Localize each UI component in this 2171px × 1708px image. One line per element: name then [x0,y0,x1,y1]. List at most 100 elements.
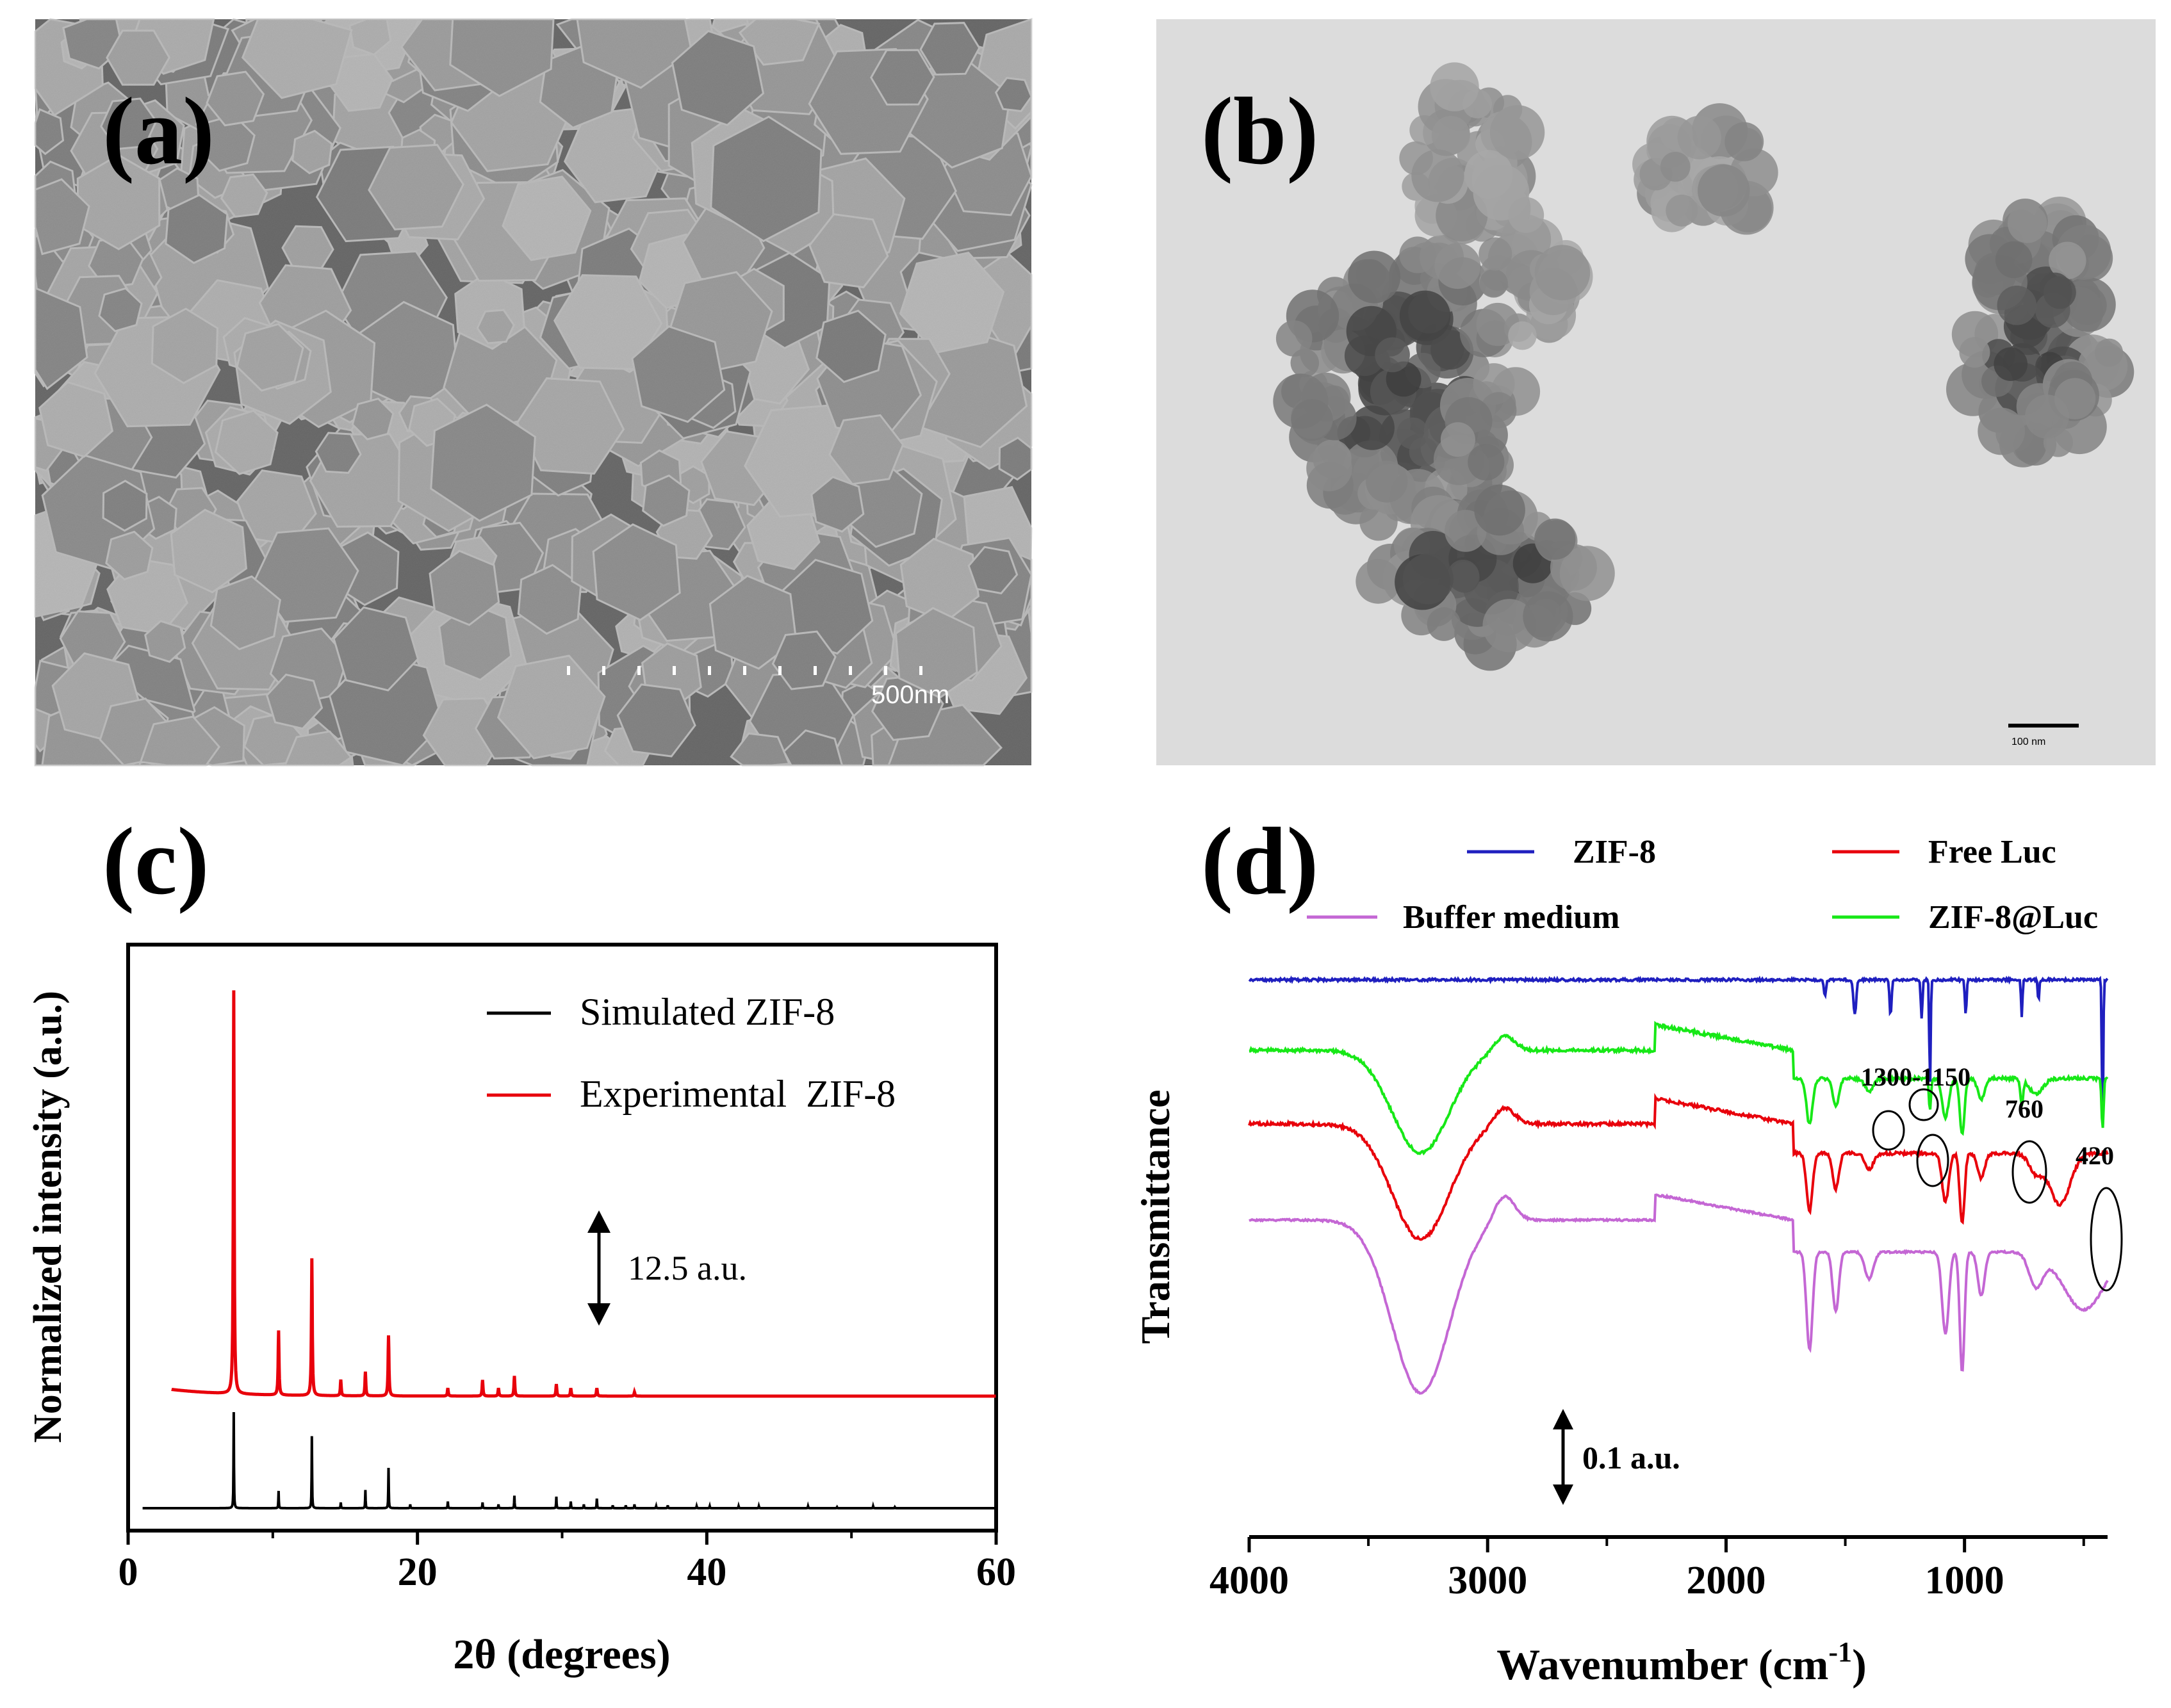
tem-particle [1375,337,1410,373]
series-zif8 [1248,975,2109,1125]
tem-particle [1399,290,1451,341]
sem-scale-tick [814,666,817,675]
tem-particle [1434,243,1481,289]
series-free-luc [1248,1093,2109,1241]
tem-particle [1275,320,1313,357]
ftir-x-label-sup: -1 [1828,1636,1852,1668]
tem-particle [1523,591,1573,642]
sem-scale-bar [567,666,922,675]
sem-scale-label: 500nm [871,681,949,709]
xrd-x-tick-label: 40 [687,1550,726,1594]
ftir-y-axis-label: Transmittance [1133,1090,1178,1344]
tem-particle [1559,546,1615,601]
panel-a: 500nm (a) [34,17,1033,767]
tem-particle [1534,245,1591,301]
panel-label-b: (b) [1201,78,1318,184]
tem-particle [2049,241,2086,280]
xrd-x-axis-label: 2θ (degrees) [453,1631,670,1678]
sem-scale-tick [602,666,605,675]
panel-c: (c) 0 20 40 60 2θ (degrees) Normalized inte… [26,808,1016,1678]
sem-scale-tick [778,666,782,675]
tem-particle [1306,445,1352,492]
xrd-scale-label: 12.5 a.u. [628,1249,747,1287]
series-experimental-zif8 [171,990,996,1398]
tem-particle [1430,330,1471,370]
legend-label-simulated: Simulated ZIF-8 [580,991,835,1033]
tem-clusters [1273,62,2134,671]
ftir-scale-label: 0.1 a.u. [1582,1440,1680,1476]
ftir-annotation-420: 420 [2076,1141,2114,1170]
tem-particle [1698,164,1750,217]
tem-particle [1978,407,2026,455]
xrd-scale-arrow [587,1210,610,1326]
tem-particle [1474,484,1525,536]
sem-scale-tick [708,666,711,675]
series-buffer-medium [1249,1193,2109,1395]
ftir-x-tick-label: 3000 [1448,1559,1527,1602]
tem-particle [1677,115,1721,159]
sem-scale-tick [884,666,887,675]
sem-scale-tick [637,666,641,675]
xrd-x-tick-label: 20 [398,1550,438,1594]
tem-particle [1430,62,1479,111]
ftir-x-tick-label: 4000 [1209,1559,1289,1602]
tem-particle [1725,122,1764,161]
ftir-x-tick-label: 2000 [1686,1559,1765,1602]
tem-particle [1348,250,1401,304]
tem-particle [1427,607,1461,641]
ftir-scale-arrow [1553,1409,1573,1505]
ftir-x-axis: 4000 3000 2000 1000 [1209,1537,2085,1602]
tem-particle [1411,149,1464,202]
annotation-circle-1150 [1916,1134,1949,1187]
sem-scale-tick [849,666,852,675]
tem-particle [1660,152,1691,182]
xrd-y-axis-label: Normalized intensity (a.u.) [26,991,70,1443]
annotation-circle-1300 [1872,1110,1905,1151]
annotation-circle-1150-top [1908,1088,1939,1121]
tem-particle [1508,321,1537,350]
annotation-circle-760 [2011,1140,2047,1204]
tem-particle [1479,269,1508,298]
tem-particle [1446,560,1480,592]
tem-scale-label: 100 nm [2011,736,2045,747]
series-simulated-zif8 [142,1411,996,1509]
tem-particle [1440,422,1475,457]
tem-particle [1482,599,1536,653]
legend-label-buffer: Buffer medium [1403,899,1619,936]
ftir-annotation-1300-1150: 1300-1150 [1861,1062,1970,1091]
ftir-legend: ZIF-8 Free Luc Buffer medium ZIF-8@Luc [1307,834,2098,936]
sem-scale-tick [919,666,922,675]
legend-label-experimental: Experimental ZIF-8 [580,1073,896,1115]
xrd-x-tick-label: 0 [119,1550,138,1594]
sem-texture [35,19,1031,765]
tem-particle [1995,241,2033,279]
panel-label-a: (a) [102,78,215,184]
tem-particle [2095,338,2124,367]
tem-particle [2008,204,2047,243]
tem-particle [1489,105,1545,160]
ftir-x-axis-label: Wavenumber (cm-1) [1496,1636,1866,1689]
tem-particle [1356,558,1401,604]
legend-label-free-luc: Free Luc [1928,834,2056,870]
sem-scale-tick [567,666,570,675]
xrd-x-axis: 0 20 40 60 [119,1531,1016,1594]
tem-particle [1534,518,1576,560]
panel-label-c: (c) [102,808,209,915]
sem-scale-tick [673,666,676,675]
panel-b: 100 nm (b) [1156,19,2156,765]
ftir-x-label-main: Wavenumber (cm [1496,1640,1828,1689]
legend-label-zif8-luc: ZIF-8@Luc [1928,899,2098,936]
tem-particle [1997,286,2037,325]
panel-d: (d) ZIF-8 Free Luc Buffer medium ZIF-8@L… [1133,808,2123,1689]
series-zif8-luc [1249,1021,2109,1156]
tem-particle [1366,460,1408,503]
tem-particle [1666,194,1698,227]
tem-particle [1445,510,1487,552]
annotation-circle-420 [2090,1187,2123,1292]
tem-particle [1479,237,1512,271]
panel-label-d: (d) [1201,808,1318,915]
tem-particle [1508,197,1544,233]
tem-particle [1350,405,1395,450]
tem-particle [1468,444,1505,481]
